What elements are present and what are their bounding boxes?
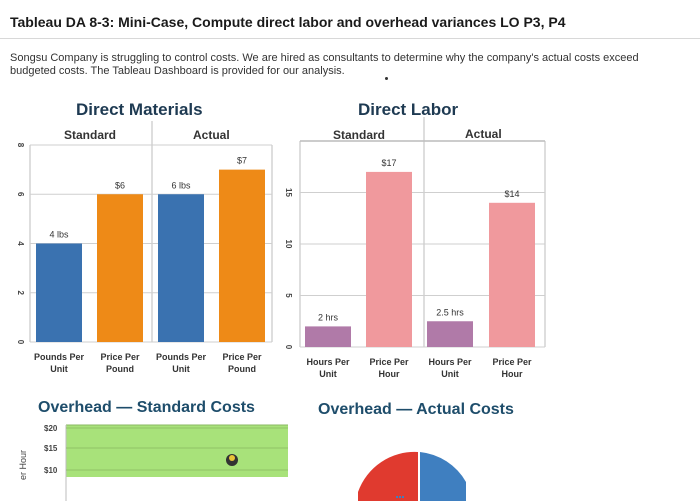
title-divider [0, 38, 700, 39]
dm-bar [36, 243, 82, 342]
dm-category-label: Pounds Per Unit [156, 352, 207, 374]
stray-dot [385, 77, 388, 80]
dl-y-tick-label: 5 [284, 293, 293, 298]
dm-data-label: 6 lbs [171, 180, 191, 190]
dl-category-label: Price Per Hour [369, 357, 409, 379]
dm-chart-title: Direct Materials [76, 100, 203, 119]
dl-category-label: Hours Per Unit [428, 357, 472, 379]
oh-standard-y-tick-label: $10 [44, 466, 58, 475]
oh-standard-y-tick-label: $20 [44, 424, 58, 433]
dl-category-label: Price Per Hour [492, 357, 532, 379]
overhead-actual-title: Overhead — Actual Costs [318, 401, 514, 418]
oh-standard-y-axis-label: er Hour [18, 450, 28, 480]
dl-group-standard: Standard [333, 128, 386, 142]
dm-bar [97, 194, 143, 342]
dm-y-tick-label: 0 [16, 340, 25, 345]
dm-data-label: 4 lbs [49, 230, 69, 240]
dm-y-tick-label: 2 [16, 291, 25, 296]
dl-bar [427, 321, 473, 347]
dm-y-tick-label: 8 [16, 143, 25, 148]
dm-category-label: Pounds Per Unit [34, 352, 85, 374]
dl-category-label: Hours Per Unit [306, 357, 350, 379]
dl-y-tick-label: 0 [284, 345, 293, 350]
dl-bar [489, 202, 535, 347]
overhead-standard-title: Overhead — Standard Costs [38, 399, 255, 416]
dm-category-label: Price Per Pound [222, 352, 262, 374]
dl-y-tick-label: 15 [284, 188, 293, 197]
oh-actual-pie-slice [420, 452, 466, 501]
page-title: Tableau DA 8-3: Mini-Case, Compute direc… [10, 14, 566, 30]
oh-standard-fill [66, 425, 288, 477]
oh-actual-pie-slice [358, 451, 418, 501]
dm-y-tick-label: 6 [16, 192, 25, 197]
dl-bar [305, 326, 351, 347]
dm-y-tick-label: 4 [16, 241, 25, 246]
dl-data-label: 2 hrs [318, 312, 339, 322]
case-description: Songsu Company is struggling to control … [10, 52, 639, 77]
oh-standard-y-tick-label: $15 [44, 444, 58, 453]
dl-data-label: $14 [504, 189, 519, 199]
dl-chart-title: Direct Labor [358, 100, 459, 119]
dm-bar [219, 169, 265, 342]
dm-data-label: $7 [237, 156, 247, 166]
dm-group-standard: Standard [64, 128, 117, 142]
dl-y-tick-label: 10 [284, 240, 293, 249]
dl-bar [366, 171, 412, 347]
dm-bar [158, 194, 204, 342]
dm-data-label: $6 [115, 180, 125, 190]
dl-data-label: $17 [381, 158, 396, 168]
dl-group-actual: Actual [465, 127, 502, 141]
dl-data-label: 2.5 hrs [436, 307, 464, 317]
tableau-person-icon-face [229, 455, 235, 461]
dm-group-actual: Actual [193, 128, 230, 142]
dm-category-label: Price Per Pound [100, 352, 140, 374]
